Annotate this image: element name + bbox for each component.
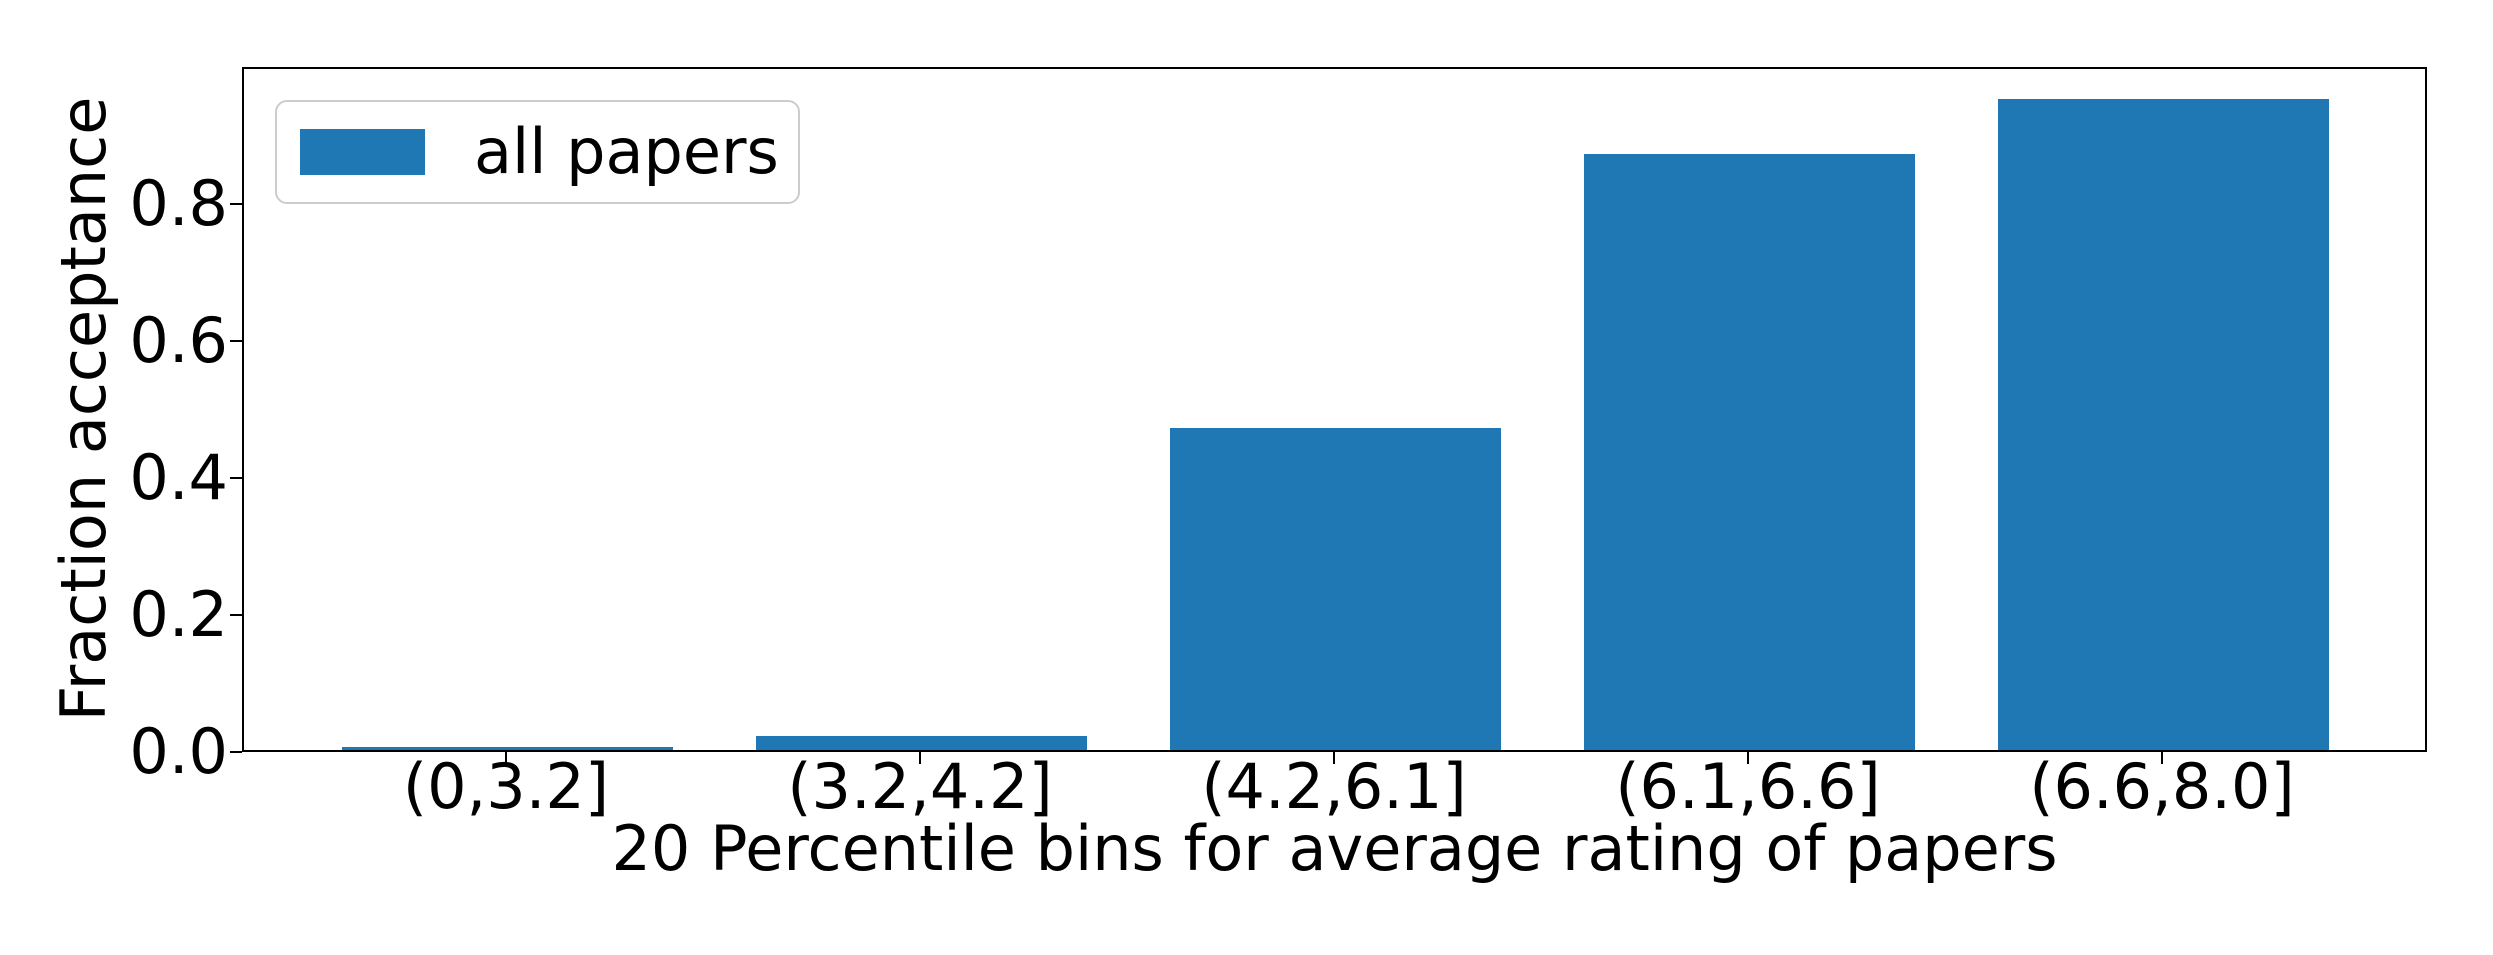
y-tick-mark [230, 203, 242, 205]
bar-(3.2,4.2] [756, 736, 1087, 750]
x-tick-mark [919, 752, 921, 764]
y-tick-label: 0.8 [129, 167, 228, 240]
plot-area [242, 67, 2427, 752]
bar-(6.6,8.0] [1998, 99, 2329, 750]
legend-swatch-all-papers [300, 129, 425, 175]
y-tick-mark [230, 477, 242, 479]
y-tick-label: 0.2 [129, 578, 228, 651]
x-tick-mark [505, 752, 507, 764]
x-tick-mark [1333, 752, 1335, 764]
bar-(0,3.2] [342, 747, 673, 750]
y-tick-label: 0.0 [129, 715, 228, 788]
x-tick-mark [2161, 752, 2163, 764]
x-tick-label: (6.6,8.0] [2029, 750, 2295, 823]
x-tick-label: (0,3.2] [402, 750, 610, 823]
x-tick-label: (4.2,6.1] [1201, 750, 1467, 823]
y-tick-label: 0.6 [129, 304, 228, 377]
x-tick-label: (3.2,4.2] [787, 750, 1053, 823]
bar-(4.2,6.1] [1170, 428, 1501, 750]
y-tick-label: 0.4 [129, 441, 228, 514]
legend: all papers [275, 100, 800, 204]
bar-(6.1,6.6] [1584, 154, 1915, 750]
legend-label-all-papers: all papers [474, 115, 779, 188]
x-axis-label: 20 Percentile bins for average rating of… [611, 812, 2058, 885]
x-tick-mark [1747, 752, 1749, 764]
y-tick-mark [230, 614, 242, 616]
y-tick-mark [230, 340, 242, 342]
x-tick-label: (6.1,6.6] [1615, 750, 1881, 823]
y-tick-mark [230, 751, 242, 753]
